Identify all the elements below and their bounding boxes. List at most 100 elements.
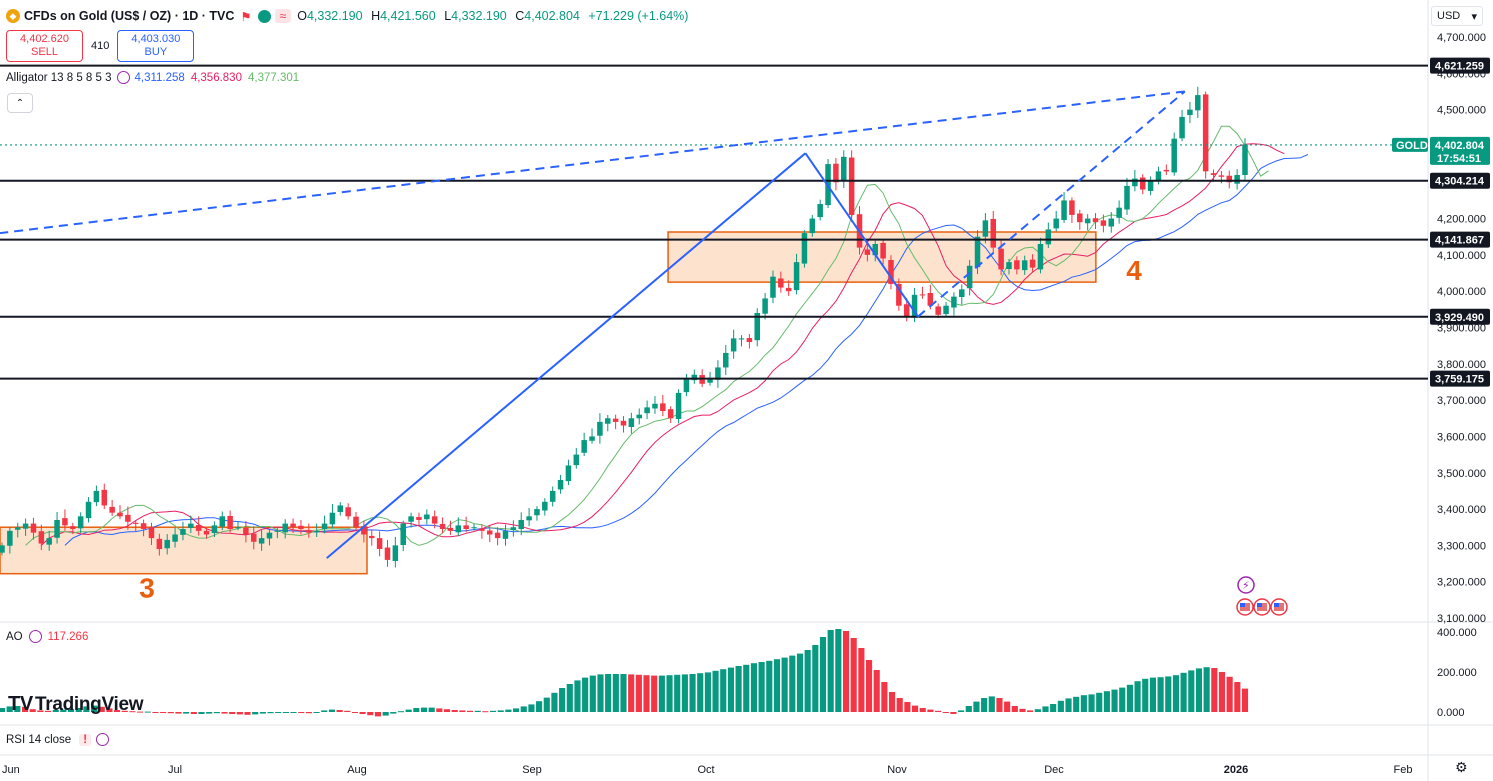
candle-body [38, 531, 45, 544]
candle-body [376, 538, 383, 550]
candle-body [793, 262, 800, 291]
ao-bar [620, 674, 627, 712]
ao-bar [428, 707, 435, 712]
ao-settings-icon[interactable] [28, 630, 42, 643]
ao-bar [252, 712, 259, 715]
ao-legend[interactable]: AO 117.266 [6, 630, 88, 643]
candle-body [660, 403, 666, 412]
candle-body [1061, 200, 1067, 221]
ao-bar [612, 674, 619, 712]
price-tick-label: 4,700.000 [1437, 32, 1486, 44]
ao-bar [21, 706, 29, 712]
price-tick-label: 3,500.000 [1437, 468, 1486, 480]
ao-bar [605, 674, 612, 712]
ao-bar [367, 712, 374, 716]
ao-bar [198, 712, 205, 714]
flag-icon[interactable]: ⚑ [240, 9, 252, 24]
candle-body [510, 527, 517, 531]
candle-body [1124, 185, 1130, 210]
alligator-lips-value: 4,377.301 [247, 71, 300, 84]
buy-button[interactable]: 4,403.030 BUY [117, 30, 195, 62]
high-value: 4,421.560 [380, 9, 436, 23]
currency-select[interactable]: USD ▾ [1431, 6, 1483, 26]
candle-body [361, 526, 367, 535]
candle-body [1132, 178, 1138, 187]
candle-body [0, 545, 5, 553]
candle-body [746, 338, 753, 343]
ao-bar [988, 696, 995, 712]
alligator-legend[interactable]: Alligator 13 8 5 8 5 3 4,311.258 4,356.8… [6, 71, 299, 84]
candle-body [101, 489, 108, 506]
candle-body [431, 516, 438, 524]
candle-body [1037, 243, 1044, 270]
ao-bar [689, 674, 696, 712]
ao-bar [819, 637, 827, 712]
ao-bar [436, 708, 443, 712]
ao-bar [758, 662, 765, 712]
warning-icon[interactable]: ! [79, 733, 92, 746]
collapse-legend-button[interactable]: ⌃ [7, 93, 33, 113]
candle-body [919, 294, 926, 296]
wave-icon[interactable]: ≈ [274, 9, 292, 23]
candle-body [691, 374, 698, 381]
candle-body [321, 523, 328, 530]
rsi-settings-icon[interactable] [96, 733, 110, 746]
candle-body [1069, 200, 1075, 215]
candle-body [62, 518, 68, 526]
ao-bar [827, 630, 834, 712]
candle-body [636, 414, 642, 419]
level-price-label: 4,141.867 [1435, 235, 1484, 247]
trade-panel: 4,402.620 SELL 410 4,403.030 BUY [6, 30, 195, 62]
tradingview-logo[interactable]: TV TradingView [8, 693, 144, 716]
indicator-settings-icon[interactable] [116, 71, 130, 84]
candle-body [707, 378, 713, 383]
time-tick-label: Jun [2, 764, 20, 776]
ao-bar [635, 674, 642, 712]
candle-body [266, 532, 273, 539]
time-tick-label: 2026 [1224, 764, 1248, 776]
candle-body [7, 530, 13, 546]
candle-body [329, 512, 336, 525]
candle-body [557, 480, 564, 490]
ao-tick-label: 200.000 [1437, 667, 1477, 679]
price-tick-label: 3,400.000 [1437, 504, 1486, 516]
ao-bar [666, 675, 673, 712]
candle-body [70, 526, 76, 530]
ao-bar [850, 638, 857, 712]
candle-body [612, 418, 619, 422]
rsi-legend[interactable]: RSI 14 close ! [6, 733, 110, 746]
ao-bar [942, 712, 949, 713]
ao-bar [489, 710, 497, 712]
ao-bar [781, 657, 788, 712]
ao-bar [29, 709, 36, 712]
candle-body [502, 530, 509, 539]
symbol-title[interactable]: CFDs on Gold (US$ / OZ) · 1D · TVC [24, 9, 235, 23]
ao-bar [1134, 681, 1141, 712]
gear-icon[interactable]: ⚙ [1455, 759, 1468, 775]
candle-body [1155, 171, 1162, 181]
market-open-icon [257, 9, 271, 23]
ao-bar [789, 655, 796, 712]
candle-body [581, 440, 587, 453]
ao-bar [152, 712, 159, 713]
candle-body [164, 539, 170, 549]
time-tick-label: Nov [887, 764, 907, 776]
sell-label: SELL [31, 46, 58, 58]
candle-body [1108, 218, 1115, 227]
ao-bar [236, 712, 243, 715]
candle-body [542, 501, 548, 511]
candle-body [872, 243, 879, 256]
sell-button[interactable]: 4,402.620 SELL [6, 30, 83, 62]
candle-body [534, 509, 540, 516]
candle-body [1218, 175, 1225, 177]
candle-body [518, 519, 524, 530]
candle-body [313, 530, 320, 533]
candle-body [911, 294, 918, 318]
symbol-tag [1392, 137, 1428, 152]
ao-bar [60, 709, 67, 712]
ao-bar [911, 705, 919, 712]
candle-body [526, 516, 532, 521]
ao-bar [712, 670, 719, 712]
candle-body [1021, 260, 1028, 271]
